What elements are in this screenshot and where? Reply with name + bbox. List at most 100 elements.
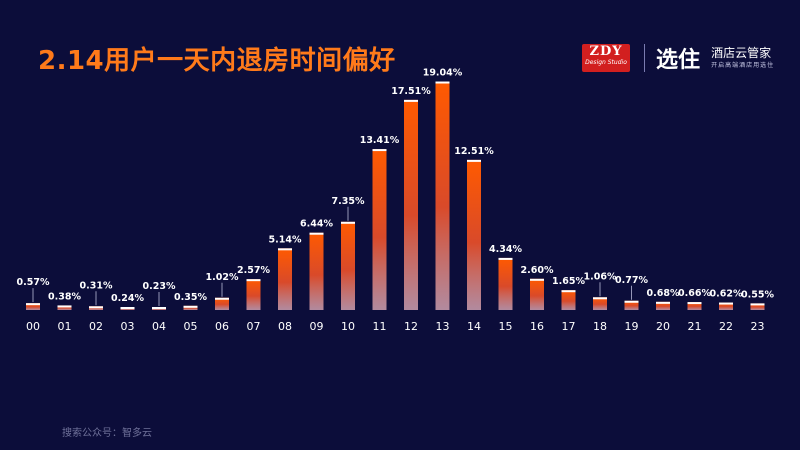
x-tick-00: 00 [26,320,40,333]
bar-cap-18 [593,297,607,300]
data-label-14: 12.51% [454,146,494,157]
bar-17 [561,290,576,310]
data-label-06: 1.02% [206,272,239,283]
bar-cap-13 [435,81,450,84]
bar-20 [656,301,670,310]
x-tick-20: 20 [656,320,670,333]
labels-layer: 0.57% 0.38%0.31% 0.24%0.23%0.35% 1.02%2.57%… [17,68,774,306]
bar-21 [687,302,702,310]
bar-08 [278,248,292,310]
bar-18 [593,297,607,310]
data-label-12: 17.51% [391,86,431,97]
data-label-05: 0.35% [174,292,207,303]
bar-cap-15 [498,257,513,260]
bar-13 [435,81,450,311]
data-label-04: 0.23% [143,281,176,292]
x-tick-14: 14 [467,320,481,333]
data-label-21: 0.66% [678,288,711,299]
bar-22 [719,302,733,310]
bars-layer [26,81,765,311]
x-tick-06: 06 [215,320,229,333]
bar-cap-22 [719,302,733,305]
bar-cap-05 [183,305,198,308]
bar-cap-02 [89,306,103,309]
bar-15 [498,257,513,310]
data-label-10: 7.35% [332,196,365,207]
x-tick-17: 17 [562,320,576,333]
brand-logo-slogan: 开启高端酒店用选住 [711,62,775,69]
x-tick-03: 03 [121,320,135,333]
bar-cap-17 [561,290,576,293]
brand-logo: 选住 酒店云管家 开启高端酒店用选住 [656,42,774,74]
data-label-16: 2.60% [521,265,554,276]
logo-divider [644,44,645,72]
bar-cap-20 [656,301,670,304]
x-tick-18: 18 [593,320,607,333]
x-tick-07: 07 [247,320,261,333]
bar-19 [624,300,639,310]
bar-05 [183,305,198,310]
data-label-02: 0.31% [80,280,113,291]
bar-cap-19 [624,300,639,303]
x-tick-04: 04 [152,320,166,333]
x-tick-15: 15 [499,320,513,333]
bar-cap-14 [467,159,481,162]
data-label-01: 0.38% [48,291,81,302]
x-tick-01: 01 [58,320,72,333]
data-label-07: 2.57% [237,265,270,276]
x-ticks-layer: 00 01 02 03 04 05 06 07 08 09 10 11 12 13 14 15 16 17 18 19… [26,320,765,333]
x-tick-22: 22 [719,320,733,333]
bar-10 [341,221,355,310]
x-tick-11: 11 [373,320,387,333]
data-label-20: 0.68% [647,288,680,299]
bar-cap-07 [246,279,261,282]
x-tick-12: 12 [404,320,418,333]
bar-cap-12 [404,99,418,102]
zdy-logo-main: ZDY [589,44,623,59]
bar-11 [372,149,387,310]
bar-cap-01 [57,305,72,308]
bar-14 [467,159,481,310]
zdy-logo: ZDY Design Studio [582,44,630,72]
bar-cap-23 [750,303,765,306]
bar-cap-16 [530,278,544,281]
bar-23 [750,303,765,310]
bar-cap-08 [278,248,292,251]
data-label-11: 13.41% [360,135,400,146]
bar-00 [26,303,40,310]
data-label-18: 1.06% [584,271,617,282]
bar-12 [404,99,418,310]
data-label-23: 0.55% [741,289,774,300]
x-tick-02: 02 [89,320,103,333]
x-tick-10: 10 [341,320,355,333]
bar-cap-10 [341,221,355,224]
x-tick-08: 08 [278,320,292,333]
bar-01 [57,305,72,310]
data-label-17: 1.65% [552,276,585,287]
bar-07 [246,279,261,310]
x-tick-13: 13 [436,320,450,333]
data-label-15: 4.34% [489,244,522,255]
bar-cap-09 [309,232,324,235]
footer-note: 搜索公众号：智多云 [62,428,152,439]
bar-cap-21 [687,302,702,305]
x-tick-19: 19 [625,320,639,333]
bar-cap-03 [120,307,135,309]
data-label-03: 0.24% [111,293,144,304]
brand-logo-name: 酒店云管家 [711,46,772,60]
page-title: 2.14用户一天内退房时间偏好 [38,46,396,76]
x-tick-05: 05 [184,320,198,333]
data-label-19: 0.77% [615,275,648,286]
brand-logo-mark: 选住 [656,48,701,73]
data-label-08: 5.14% [269,234,302,245]
bar-09 [309,232,324,310]
data-label-00: 0.57% [17,277,50,288]
x-tick-16: 16 [530,320,544,333]
bar-cap-04 [152,307,166,309]
data-label-13: 19.04% [423,68,463,79]
bar-cap-00 [26,303,40,306]
bar-16 [530,278,544,310]
x-tick-21: 21 [688,320,702,333]
